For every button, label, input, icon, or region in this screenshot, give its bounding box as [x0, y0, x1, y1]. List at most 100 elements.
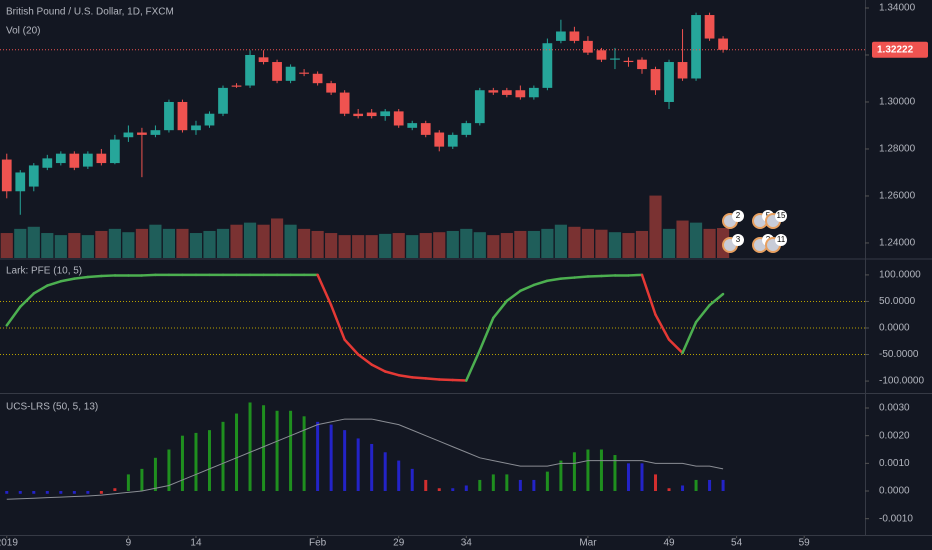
volume-bar	[243, 222, 257, 258]
histogram-bar	[572, 452, 576, 492]
candle-body	[583, 40, 593, 53]
pfe-segment	[383, 370, 400, 377]
chart-title: British Pound / U.S. Dollar, 1D, FXCM	[6, 7, 174, 18]
x-tick-label: 29	[393, 538, 405, 549]
volume-bar	[0, 233, 13, 258]
event-count: 3	[736, 235, 741, 244]
volume-bar	[95, 230, 108, 258]
indicator-title: Lark: PFE (10, 5)	[6, 266, 82, 277]
pfe-segment	[410, 376, 427, 380]
x-tick-label: 59	[799, 538, 811, 549]
candle-body	[82, 153, 93, 167]
volume-bar	[325, 233, 338, 258]
candle-body	[542, 43, 553, 88]
volume-bar	[541, 228, 554, 258]
pfe-segment	[356, 353, 373, 366]
volume-bar	[176, 228, 189, 258]
volume-bar	[568, 226, 581, 258]
y-tick-label: 100.0000	[879, 270, 921, 281]
candle-body	[434, 132, 445, 147]
histogram-bar	[289, 410, 293, 492]
pfe-segment	[505, 289, 522, 303]
histogram-bar	[5, 491, 9, 494]
candle-body	[569, 31, 580, 41]
histogram-bar	[140, 468, 144, 492]
histogram-bar	[383, 452, 387, 492]
volume-bar	[352, 235, 365, 258]
candle-body	[299, 72, 309, 74]
pfe-segment	[424, 377, 441, 381]
candle-body	[69, 153, 80, 168]
y-tick-label: 1.24000	[879, 238, 916, 249]
histogram-bar	[478, 479, 482, 492]
indicator-title: UCS-LRS (50, 5, 13)	[6, 402, 98, 413]
x-tick-label: 34	[461, 538, 473, 549]
candle-body	[218, 87, 228, 114]
volume-bar	[189, 233, 203, 258]
volume-bar	[662, 228, 676, 258]
candle-body	[447, 134, 458, 147]
volume-bar	[230, 224, 243, 258]
candle-body	[245, 54, 255, 86]
y-tick-label: 0.0030	[879, 403, 910, 414]
candle-body	[718, 38, 728, 50]
candle-body	[96, 153, 107, 164]
candle-body	[691, 15, 701, 79]
pfe-segment	[694, 303, 711, 324]
volume-bar	[514, 230, 527, 258]
event-badge	[732, 234, 744, 246]
pfe-segment	[654, 313, 671, 341]
candle-body	[488, 90, 499, 93]
candle-body	[339, 92, 350, 114]
candle-body	[15, 172, 26, 192]
volume-bar	[270, 218, 284, 258]
volume-bar	[689, 222, 703, 258]
candle-body	[677, 62, 688, 79]
histogram-bar	[194, 432, 198, 492]
volume-bar	[54, 235, 67, 258]
y-tick-label: -0.0010	[879, 513, 913, 524]
candle-body	[407, 123, 418, 128]
candle-body	[55, 153, 66, 164]
candle-body	[285, 66, 296, 81]
candle-body	[123, 132, 134, 138]
event-badge	[775, 234, 787, 246]
pfe-segment	[316, 273, 333, 307]
y-tick-label: 0.0000	[879, 486, 910, 497]
histogram-bar	[410, 468, 414, 492]
histogram-bar	[599, 449, 603, 492]
x-tick-label: 49	[663, 538, 675, 549]
event-badge	[775, 210, 787, 222]
event-count: 2	[736, 211, 741, 220]
candle-body	[204, 113, 215, 126]
histogram-bar	[32, 491, 36, 494]
x-tick-label: Mar	[579, 538, 597, 549]
candle-body	[366, 112, 377, 117]
candle-body	[191, 125, 201, 131]
pfe-segment	[73, 275, 90, 280]
volume-bar	[27, 226, 40, 258]
volume-bar	[284, 224, 297, 258]
pfe-segment	[465, 349, 482, 382]
pfe-segment	[451, 378, 468, 382]
volume-bar	[122, 232, 135, 258]
volume-bar	[635, 230, 649, 258]
pfe-segment	[586, 274, 603, 278]
pfe-segment	[59, 277, 76, 283]
volume-bar	[338, 235, 351, 258]
histogram-bar	[424, 479, 428, 492]
histogram-bar	[586, 449, 590, 492]
histogram-bar	[397, 460, 401, 492]
volume-bar	[149, 224, 162, 258]
histogram-bar	[221, 421, 225, 492]
candle-body	[704, 15, 715, 39]
volume-bar	[108, 228, 121, 258]
volume-bar	[595, 229, 608, 258]
histogram-bar	[59, 491, 63, 494]
volume-bar	[527, 230, 540, 258]
volume-bar	[460, 228, 473, 258]
volume-bar	[41, 233, 54, 258]
candle-body	[623, 60, 634, 63]
histogram-bar	[681, 485, 685, 492]
